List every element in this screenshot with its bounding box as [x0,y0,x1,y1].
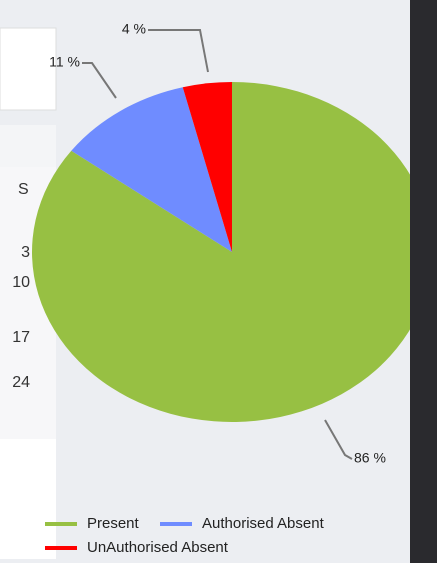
calendar-date: 24 [12,374,30,391]
data-label: 86 % [354,450,386,466]
data-label: 4 % [122,21,146,37]
calendar-date: 3 [21,244,30,261]
dark-side-panel [410,0,437,563]
screen: S 3 10 17 24 86 % 11 % 4 % Present Authorised … [0,0,437,563]
calendar-date: 10 [12,274,30,291]
calendar-header: S [18,181,29,198]
table-band [0,125,56,167]
data-label: 11 % [49,54,80,70]
legend-label: Authorised Absent [202,515,325,532]
panel-box [0,28,56,110]
pie [32,82,432,422]
legend-label: UnAuthorised Absent [87,539,229,556]
panel-footer [0,439,56,559]
calendar-date: 17 [12,329,30,346]
page: S 3 10 17 24 86 % 11 % 4 % Present Authorised … [0,0,437,563]
legend-label: Present [87,515,140,532]
